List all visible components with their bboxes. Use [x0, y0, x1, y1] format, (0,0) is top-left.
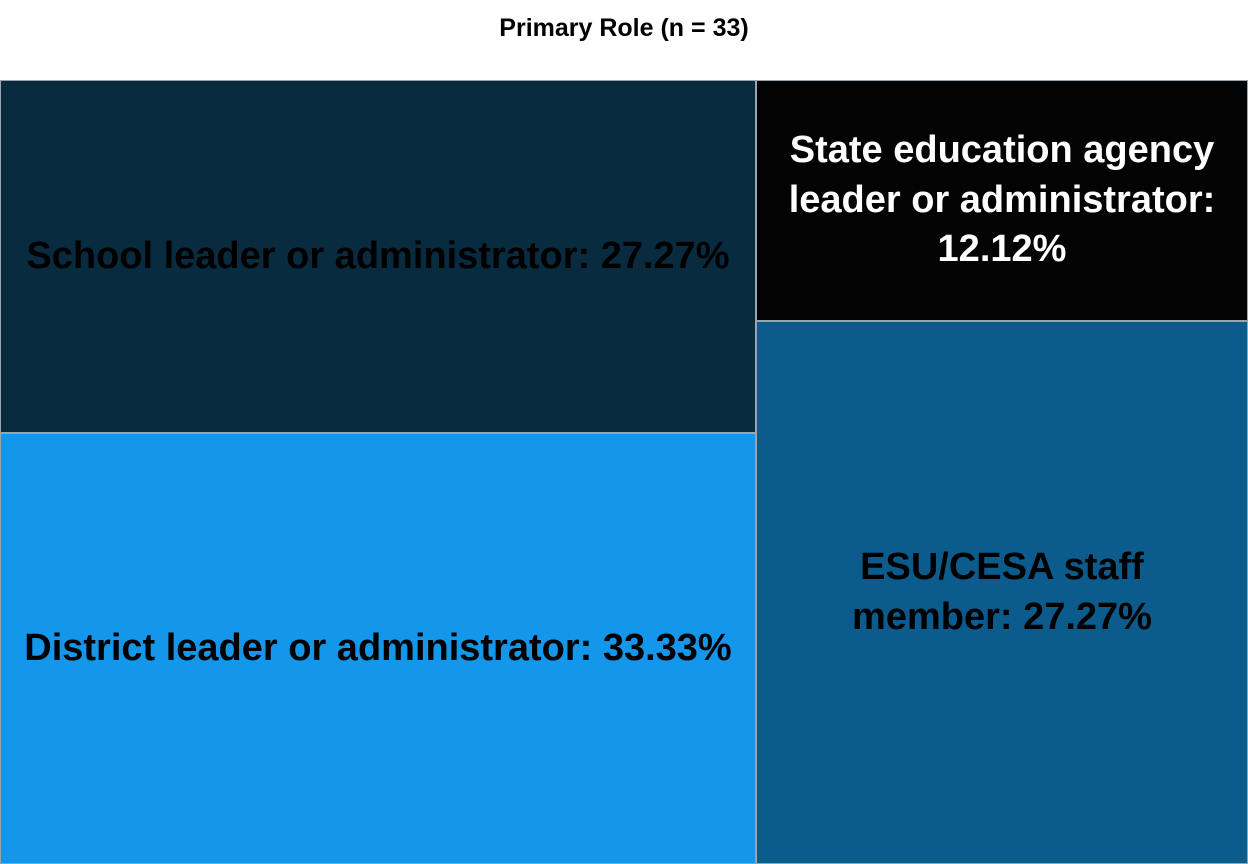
chart-title: Primary Role (n = 33) [499, 14, 749, 42]
tile-esu-cesa-staff: ESU/CESA staff member: 27.27% [756, 321, 1248, 864]
tile-label-school-leader: School leader or administrator: 27.27% [26, 234, 730, 277]
tile-label-district-leader: District leader or administrator: 33.33% [24, 626, 732, 669]
treemap: School leader or administrator: 27.27% D… [0, 80, 1248, 864]
tile-label-state-agency-leader: State education agency leader or adminis… [788, 129, 1216, 271]
tile-state-agency-leader: State education agency leader or adminis… [756, 80, 1248, 321]
tile-district-leader: District leader or administrator: 33.33% [0, 433, 756, 864]
tile-label-esu-cesa-staff: ESU/CESA staff member: 27.27% [852, 546, 1152, 638]
tile-school-leader: School leader or administrator: 27.27% [0, 80, 756, 433]
